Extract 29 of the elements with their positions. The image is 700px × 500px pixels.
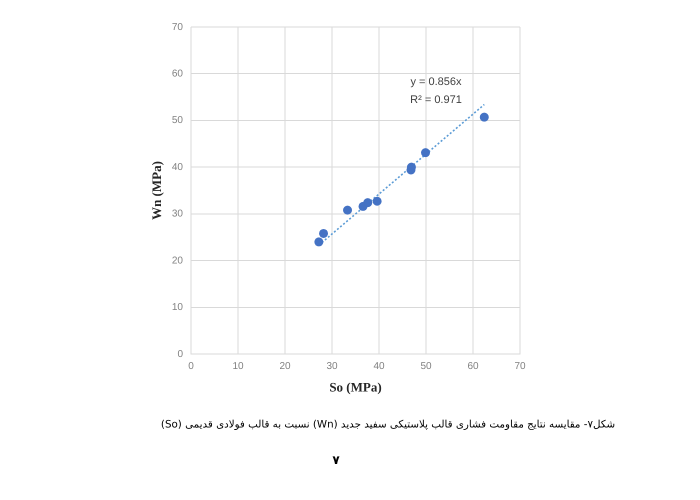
- x-tick-label: 50: [420, 360, 432, 372]
- text: شکل۷- مقایسه نتایج مقاومت فشاری قالب پلاستیکی سفید جدید (Wn) نسبت به قالب فولادی قدیمی (So): [160, 418, 616, 431]
- y-tick-label: 20: [172, 255, 184, 266]
- x-axis-title: So (MPa): [329, 380, 382, 395]
- y-tick-label: 70: [172, 22, 184, 33]
- x-tick-label: 20: [279, 360, 291, 372]
- y-tick-label: 50: [172, 115, 184, 126]
- text: ۷: [332, 453, 340, 468]
- y-tick-label: 0: [177, 348, 184, 360]
- point: [372, 196, 382, 206]
- x-tick-label: 0: [188, 360, 194, 372]
- x-tick-label: 10: [232, 360, 244, 372]
- y-tick-label: 10: [172, 302, 184, 314]
- y-tick-label: 40: [172, 162, 184, 173]
- y-tick-label: 60: [172, 68, 184, 80]
- point: [363, 198, 372, 208]
- x-tick-label: 60: [467, 360, 479, 372]
- x-tick-label: 40: [373, 360, 385, 372]
- point: [343, 206, 352, 215]
- y-axis-title: Wn (MPa): [149, 161, 164, 220]
- point: [314, 237, 324, 246]
- point: [421, 148, 430, 158]
- y-tick-label: 30: [172, 208, 184, 220]
- annotation: R² = 0.971: [410, 94, 462, 106]
- point: [319, 228, 328, 238]
- annotation: y = 0.856x: [410, 76, 462, 88]
- x-tick-label: 70: [514, 360, 526, 372]
- point: [480, 112, 489, 122]
- x-tick-label: 30: [326, 360, 338, 372]
